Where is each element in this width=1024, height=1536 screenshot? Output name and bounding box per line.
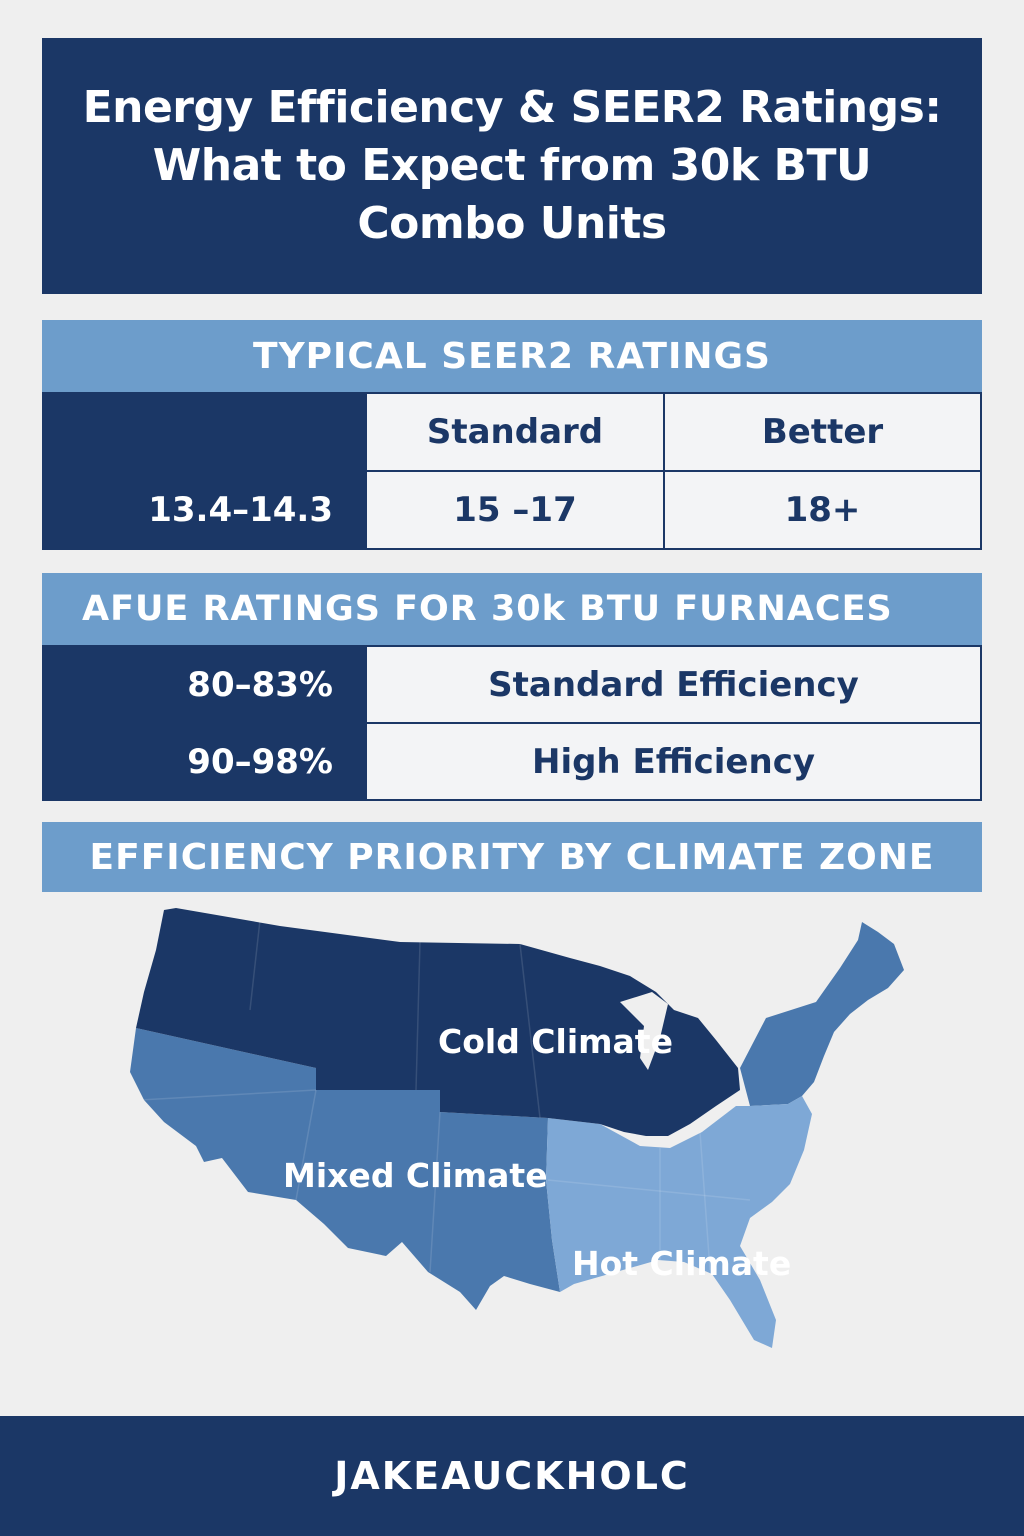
seer-value-minimum: 13.4–14.3 [42, 470, 367, 550]
table-row: 13.4–14.3 15 –17 18+ [42, 470, 982, 550]
afue-label: Standard Efficiency [365, 645, 982, 724]
us-climate-map: Cold Climate Mixed Climate Hot Climate [100, 900, 920, 1400]
table-row: 90–98% High Efficiency [42, 722, 982, 801]
northeast-region [740, 922, 904, 1106]
seer-value-standard: 15 –17 [365, 470, 665, 550]
title-line-1: Energy Efficiency & SEER2 Ratings: [82, 82, 942, 133]
state-lines [139, 919, 751, 1273]
seer-header-better: Better [663, 392, 982, 472]
afue-label: High Efficiency [365, 722, 982, 801]
title-line-2: What to Expect from 30k BTU [152, 140, 872, 191]
afue-section-header: AFUE RATINGS FOR 30k BTU FURNACES [42, 573, 982, 645]
great-lakes-shape [620, 992, 668, 1070]
mixed-climate-label: Mixed Climate [283, 1156, 548, 1195]
cold-climate-region [136, 908, 740, 1136]
us-map-graphic [130, 908, 904, 1348]
seer-section-header: TYPICAL SEER2 RATINGS [42, 320, 982, 392]
title-line-3: Combo Units [357, 198, 667, 249]
seer-value-better: 18+ [663, 470, 982, 550]
seer-header-standard: Standard [365, 392, 665, 472]
table-row: 80–83% Standard Efficiency [42, 645, 982, 724]
cold-climate-label: Cold Climate [438, 1022, 673, 1061]
seer-ratings-table: Standard Better 13.4–14.3 15 –17 18+ [42, 392, 982, 550]
page-title: Energy Efficiency & SEER2 Ratings: What … [83, 79, 942, 253]
afue-range: 80–83% [42, 645, 367, 724]
footer-brand: JAKEAUCKHOLC [0, 1416, 1024, 1536]
mixed-climate-region [130, 1028, 560, 1310]
hot-climate-region [546, 1096, 812, 1348]
climate-section-header: EFFICIENCY PRIORITY BY CLIMATE ZONE [42, 822, 982, 892]
table-row: Standard Better [42, 392, 982, 472]
title-banner: Energy Efficiency & SEER2 Ratings: What … [42, 38, 982, 294]
hot-climate-label: Hot Climate [572, 1244, 792, 1283]
seer-header-blank-cell [42, 392, 367, 472]
afue-ratings-table: 80–83% Standard Efficiency 90–98% High E… [42, 645, 982, 801]
afue-range: 90–98% [42, 722, 367, 801]
